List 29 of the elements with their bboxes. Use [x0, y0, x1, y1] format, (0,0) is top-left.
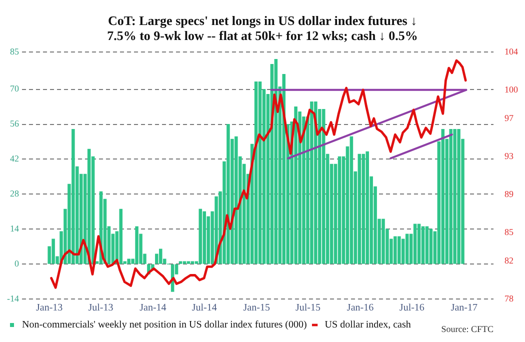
y2-tick-label: 89 [504, 188, 514, 199]
chart-title: CoT: Large specs' net longs in US dollar index futures ↓ 7.5% to 9-wk low -- flat at 50k+ for 12 wks; cash ↓ 0.5% [107, 12, 418, 43]
x-tick-label: Jul-14 [192, 302, 217, 314]
y-tick-label: 28 [10, 188, 20, 199]
x-tick-label: Jan-17 [450, 302, 478, 314]
y2-tick-label: 82 [504, 255, 514, 266]
x-tick-label: Jul-15 [296, 302, 321, 314]
y-tick-label: 56 [10, 118, 20, 129]
y2-tick-label: 85 [504, 226, 514, 237]
y2-tick-label: 78 [504, 293, 514, 304]
legend-label: US dollar index, cash [324, 320, 411, 331]
y-tick-label: 70 [10, 84, 20, 94]
y2-tick-label: 100 [504, 84, 518, 94]
y-tick-label: -14 [6, 293, 20, 304]
y-tick-label: 14 [10, 223, 20, 234]
source-note: Source: CFTC [441, 324, 494, 334]
y-tick-label: 85 [10, 46, 20, 56]
y-tick-label: 42 [10, 154, 19, 164]
x-tick-label: Jul-16 [399, 302, 424, 314]
y2-tick-label: 93 [504, 150, 514, 161]
x-tick-label: Jan-16 [346, 302, 374, 314]
x-tick-label: Jan-14 [140, 302, 166, 314]
x-tick-label: Jul-13 [88, 302, 114, 314]
y2-tick-label: 104 [504, 46, 518, 56]
x-tick-label: Jan-13 [36, 302, 63, 314]
legend-label: Non-commercials' weekly net position in US dollar index futures (000) [22, 320, 307, 331]
y-tick-label: 0 [14, 258, 20, 268]
y2-tick-label: 97 [504, 112, 514, 123]
x-tick-label: Jan-15 [243, 302, 270, 314]
